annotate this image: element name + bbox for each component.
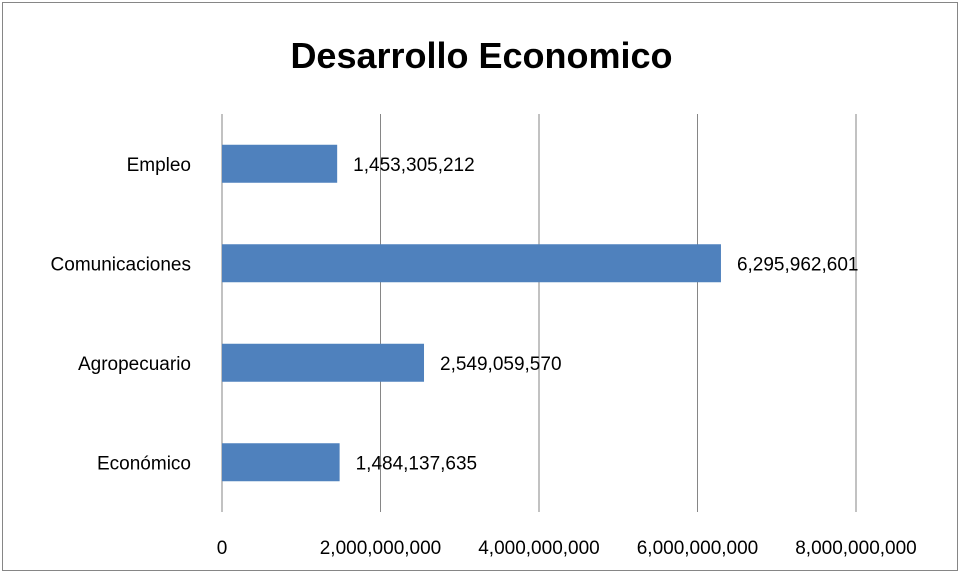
category-label: Empleo — [127, 155, 191, 176]
x-tick-label: 2,000,000,000 — [320, 538, 442, 559]
data-label: 6,295,962,601 — [737, 254, 859, 275]
category-label: Económico — [97, 453, 191, 474]
bar — [222, 244, 721, 283]
x-tick-label: 0 — [217, 538, 228, 559]
bar — [222, 443, 340, 482]
bar — [222, 343, 425, 382]
bar — [222, 144, 338, 183]
chart-title: Desarrollo Economico — [290, 35, 673, 76]
data-label: 2,549,059,570 — [440, 354, 562, 375]
x-tick-label: 6,000,000,000 — [637, 538, 759, 559]
data-label: 1,484,137,635 — [356, 453, 478, 474]
x-tick-label: 8,000,000,000 — [795, 538, 917, 559]
category-label: Agropecuario — [78, 354, 191, 375]
data-label: 1,453,305,212 — [353, 155, 475, 176]
category-label: Comunicaciones — [51, 254, 191, 275]
x-tick-label: 4,000,000,000 — [478, 538, 600, 559]
